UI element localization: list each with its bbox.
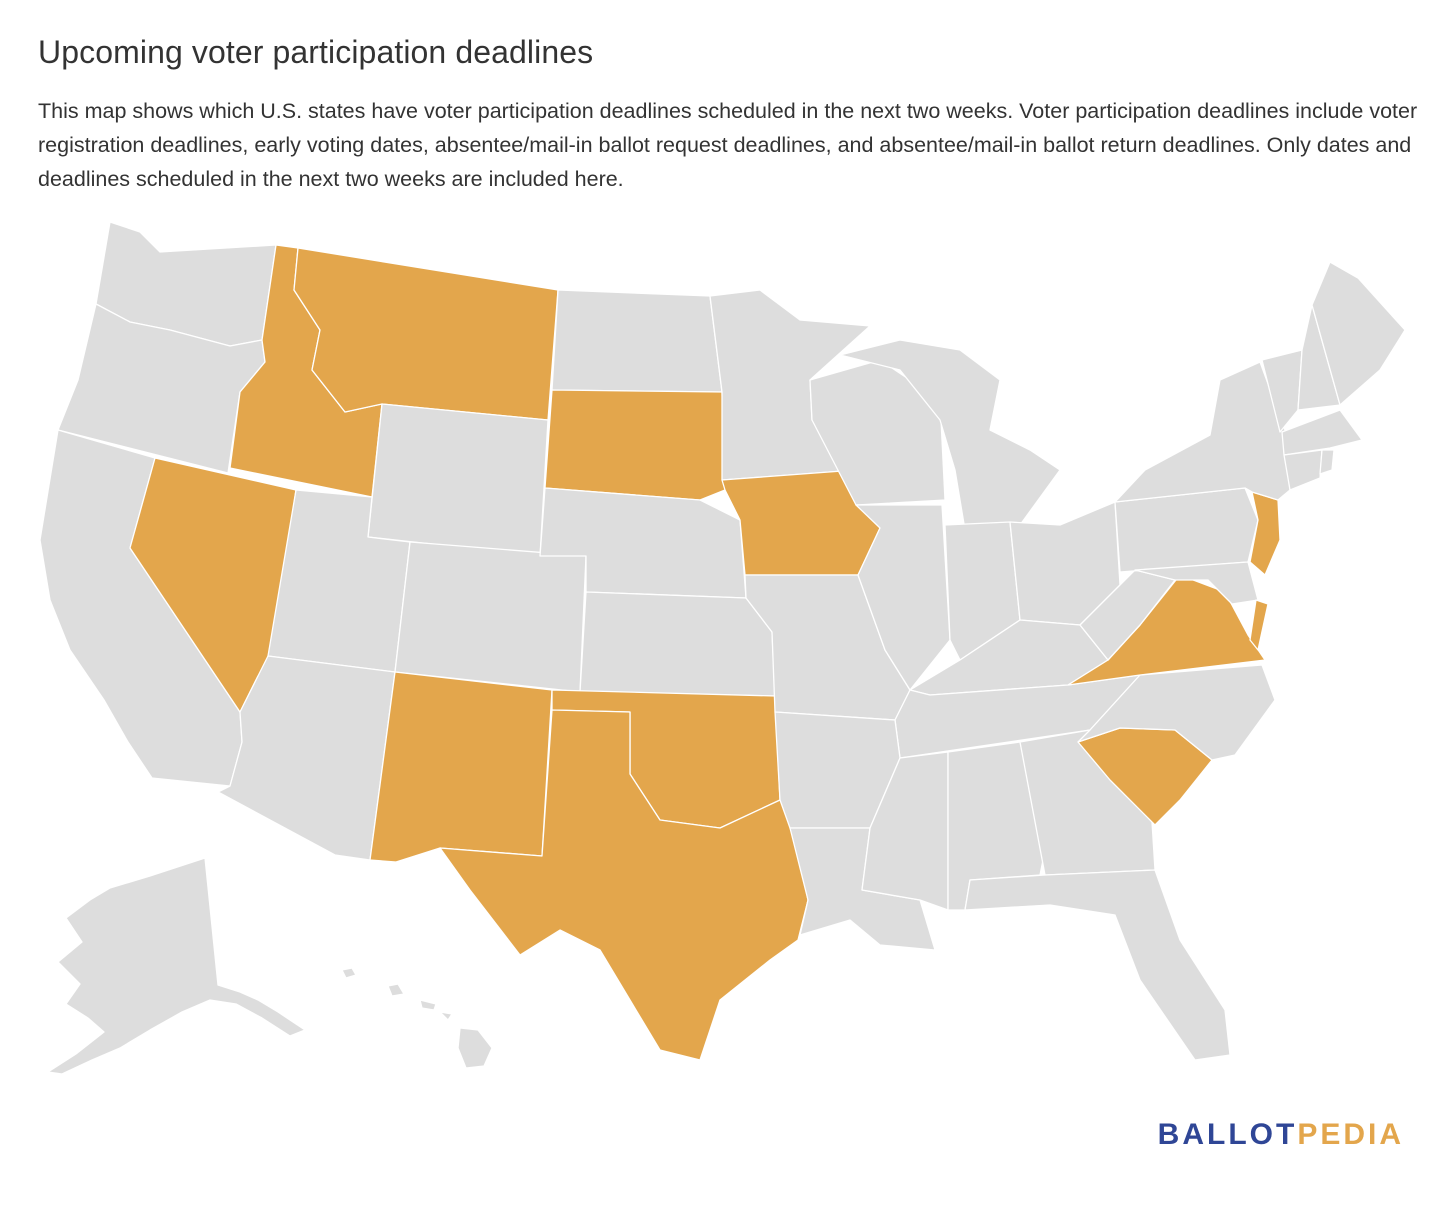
state-south-dakota[interactable]	[544, 389, 726, 501]
state-new-mexico[interactable]	[369, 671, 553, 863]
state-delaware[interactable]	[1249, 599, 1269, 651]
ballotpedia-logo[interactable]: BALLOTPEDIA	[1158, 1118, 1404, 1152]
state-florida[interactable]	[964, 869, 1231, 1061]
state-connecticut[interactable]	[1283, 449, 1323, 491]
state-colorado[interactable]	[394, 541, 587, 693]
us-map	[39, 221, 1406, 1075]
state-maine[interactable]	[1311, 261, 1406, 406]
map-title: Upcoming voter participation deadlines	[38, 34, 594, 70]
map-description: This map shows which U.S. states have vo…	[38, 99, 1418, 191]
state-north-dakota[interactable]	[551, 289, 723, 393]
state-montana[interactable]	[293, 247, 559, 421]
state-new-york[interactable]	[1114, 361, 1291, 503]
state-illinois[interactable]	[855, 504, 951, 691]
state-texas[interactable]	[439, 709, 809, 1061]
state-massachusetts[interactable]	[1281, 409, 1363, 456]
logo-ballot-text: BALLOT	[1157, 1118, 1298, 1151]
state-rhode-island[interactable]	[1319, 449, 1335, 475]
state-kansas[interactable]	[579, 591, 776, 697]
state-hawaii[interactable]	[341, 967, 493, 1069]
state-michigan[interactable]	[839, 339, 1061, 531]
state-maryland[interactable]	[1134, 561, 1259, 605]
logo-pedia-text: PEDIA	[1297, 1118, 1404, 1151]
state-north-carolina[interactable]	[1077, 664, 1276, 761]
state-alaska[interactable]	[47, 857, 306, 1075]
state-pennsylvania[interactable]	[1114, 487, 1259, 573]
state-wyoming[interactable]	[367, 403, 549, 557]
